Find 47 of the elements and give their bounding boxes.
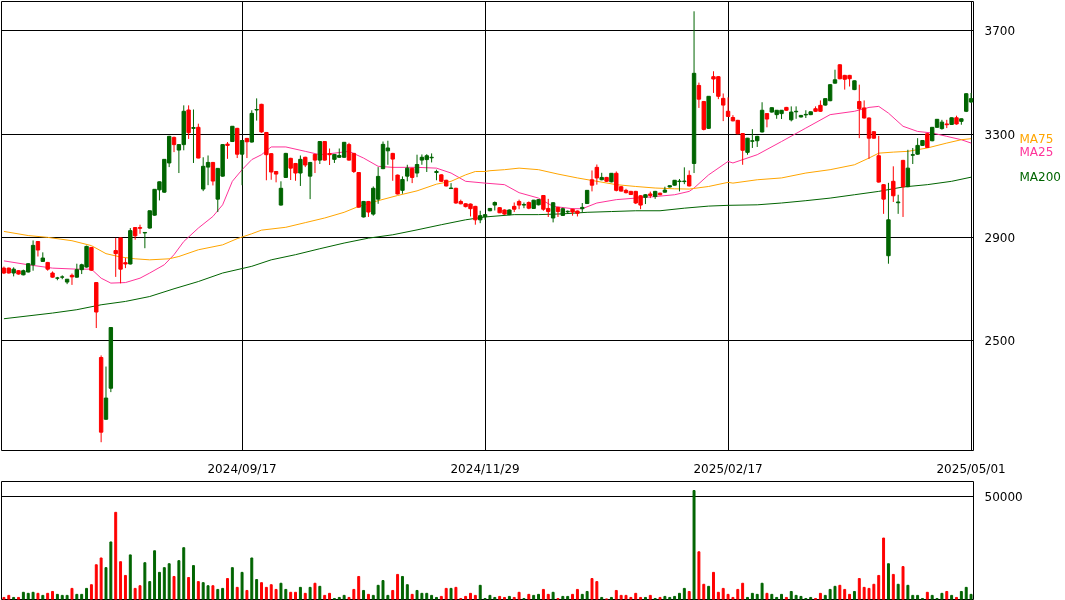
candlestick (191, 108, 196, 164)
candlestick (390, 152, 395, 182)
y-tick-label: 50000 (984, 490, 1023, 505)
y-tick-label: 2900 (984, 230, 1016, 245)
candlestick (317, 140, 323, 165)
x-tick-label: 2024/09/17 (207, 461, 277, 476)
candlestick (725, 96, 731, 118)
candlestick (395, 174, 400, 195)
y-tick-label: 3700 (984, 24, 1016, 39)
candlestick (764, 112, 770, 128)
candlestick (278, 180, 284, 207)
candlestick (385, 140, 391, 166)
candlestick (448, 182, 454, 190)
candlestick (137, 224, 143, 235)
line-series (3, 105, 972, 284)
candlestick (895, 194, 901, 215)
candlestick (200, 156, 206, 192)
candlestick (550, 201, 556, 223)
candlestick (721, 92, 726, 122)
line-series (3, 138, 972, 261)
candlestick (482, 213, 488, 221)
candlestick (881, 183, 886, 215)
candlestick (239, 139, 245, 186)
candlestick (589, 169, 595, 192)
y-tick-label: 3300 (984, 127, 1016, 142)
candlestick (891, 165, 896, 203)
candlestick (521, 201, 527, 209)
candlestick (298, 154, 303, 187)
candlestick (414, 154, 420, 178)
text: MA200 (1019, 170, 1061, 185)
text: MA25 (1019, 144, 1054, 159)
candlestick (307, 161, 313, 200)
x-tick-label: 2025/05/01 (936, 461, 1006, 476)
y-tick-label: 2500 (984, 334, 1016, 349)
candlestick (186, 104, 191, 140)
candlestick (832, 69, 838, 85)
x-tick-label: 2025/02/17 (693, 461, 763, 476)
x-tick-label: 2024/11/29 (450, 461, 520, 476)
candlestick (205, 154, 211, 186)
candlestick (555, 206, 561, 218)
candlestick (254, 97, 259, 122)
candlestick (142, 231, 148, 249)
text: MA75 (1019, 131, 1054, 146)
candlestick (30, 239, 36, 272)
candlestick (759, 101, 765, 133)
candlestick (419, 153, 425, 166)
candlestick (69, 273, 75, 286)
